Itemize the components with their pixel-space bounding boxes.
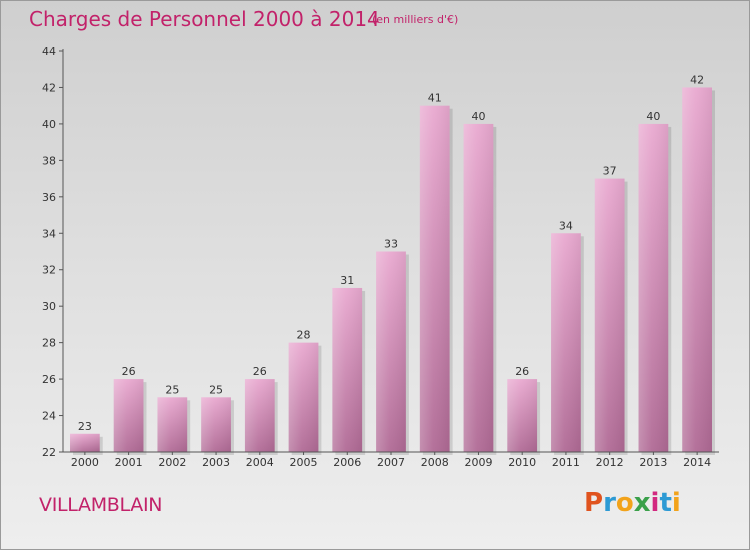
- data-label-2006: 31: [340, 274, 354, 287]
- bar-shine-2010: [507, 379, 538, 452]
- municipality-name: VILLAMBLAIN: [39, 494, 163, 516]
- bar-shine-2007: [376, 251, 406, 452]
- bar-shine-2001: [113, 379, 144, 452]
- x-tick-label-2008: 2008: [421, 456, 449, 469]
- bar-shine-2008: [419, 105, 450, 452]
- y-tick-label-36: 36: [42, 191, 56, 204]
- y-tick-label-44: 44: [42, 45, 56, 58]
- bar-shine-2004: [244, 379, 275, 452]
- bar-shine-2013: [638, 123, 669, 452]
- logo-letter: P: [584, 488, 604, 518]
- bar-shine-2002: [157, 397, 188, 452]
- x-tick-label-2004: 2004: [246, 456, 274, 469]
- bar-shine-2012: [594, 178, 625, 452]
- data-label-2014: 42: [690, 73, 704, 86]
- data-label-2010: 26: [515, 365, 529, 378]
- x-tick-label-2010: 2010: [508, 456, 536, 469]
- y-tick-label-30: 30: [42, 300, 56, 313]
- y-tick-label-22: 22: [42, 446, 56, 459]
- y-tick-label-32: 32: [42, 264, 56, 277]
- data-label-2008: 41: [428, 92, 442, 105]
- x-tick-label-2009: 2009: [464, 456, 492, 469]
- x-tick-label-2014: 2014: [683, 456, 711, 469]
- y-tick-label-42: 42: [42, 81, 56, 94]
- data-label-2000: 23: [78, 420, 92, 433]
- bar-shine-2006: [332, 287, 363, 452]
- x-tick-label-2003: 2003: [202, 456, 230, 469]
- data-label-2001: 26: [122, 365, 136, 378]
- logo-letter: x: [633, 488, 651, 518]
- proxiti-logo: Proxiti: [584, 488, 681, 518]
- x-tick-label-2012: 2012: [596, 456, 624, 469]
- bar-shine-2000: [69, 433, 100, 452]
- bar-shine-2005: [288, 342, 319, 452]
- y-tick-label-24: 24: [42, 410, 56, 423]
- data-label-2004: 26: [253, 365, 267, 378]
- x-tick-label-2002: 2002: [158, 456, 186, 469]
- chart-title: Charges de Personnel 2000 à 2014: [29, 7, 380, 31]
- data-label-2007: 33: [384, 238, 398, 251]
- x-tick-label-2005: 2005: [290, 456, 318, 469]
- logo-letter: i: [650, 488, 660, 518]
- bar-shine-2003: [201, 397, 231, 452]
- x-tick-label-2006: 2006: [333, 456, 361, 469]
- data-label-2011: 34: [559, 219, 573, 232]
- y-tick-label-40: 40: [42, 118, 56, 131]
- y-tick-label-34: 34: [42, 227, 56, 240]
- y-tick-label-28: 28: [42, 337, 56, 350]
- bar-shine-2014: [682, 87, 713, 453]
- data-label-2012: 37: [603, 165, 617, 178]
- logo-letter: t: [659, 488, 672, 518]
- x-tick-label-2011: 2011: [552, 456, 580, 469]
- chart-unit: (en milliers d'€): [372, 13, 459, 26]
- data-label-2013: 40: [646, 110, 660, 123]
- bar-shine-2009: [463, 123, 494, 452]
- logo-letter: r: [603, 488, 616, 518]
- x-tick-label-2000: 2000: [71, 456, 99, 469]
- x-tick-label-2007: 2007: [377, 456, 405, 469]
- logo-letter: i: [671, 488, 681, 518]
- data-label-2009: 40: [471, 110, 485, 123]
- data-label-2003: 25: [209, 383, 223, 396]
- x-tick-label-2013: 2013: [639, 456, 667, 469]
- data-label-2002: 25: [165, 383, 179, 396]
- logo-letter: o: [615, 488, 634, 518]
- y-tick-label-26: 26: [42, 373, 56, 386]
- data-label-2005: 28: [297, 329, 311, 342]
- bar-shine-2011: [551, 233, 581, 452]
- y-tick-label-38: 38: [42, 154, 56, 167]
- x-tick-label-2001: 2001: [115, 456, 143, 469]
